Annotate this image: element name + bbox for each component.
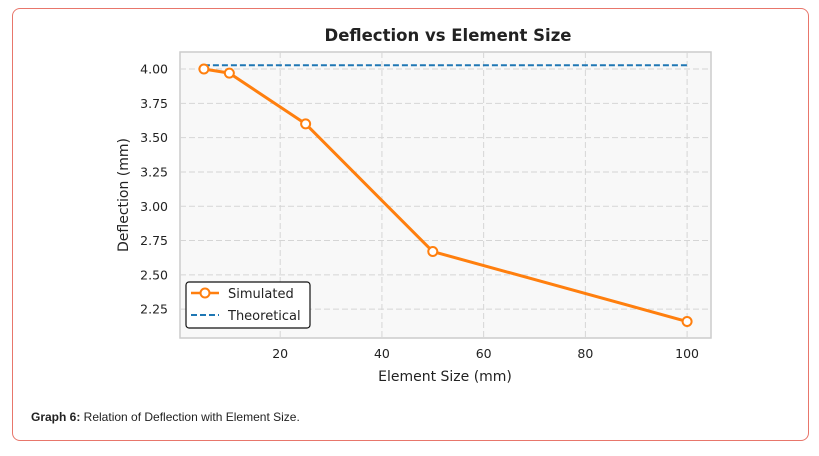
caption-text: Relation of Deflection with Element Size… bbox=[80, 410, 300, 424]
y-tick-label: 2.75 bbox=[140, 233, 168, 248]
y-tick-label: 3.00 bbox=[140, 199, 168, 214]
x-axis-label: Element Size (mm) bbox=[378, 369, 512, 385]
x-tick-label: 100 bbox=[675, 346, 699, 361]
simulated-point bbox=[198, 63, 210, 75]
y-tick-label: 3.75 bbox=[140, 96, 168, 111]
chart-title: Deflection vs Element Size bbox=[325, 26, 572, 45]
y-tick-label: 3.25 bbox=[140, 164, 168, 179]
legend: Simulated Theoretical bbox=[185, 281, 311, 329]
legend-simulated-label: Simulated bbox=[228, 287, 294, 302]
x-tick-label: 20 bbox=[272, 346, 288, 361]
y-axis-label: Deflection (mm) bbox=[116, 138, 132, 252]
y-tick-label: 2.50 bbox=[140, 267, 168, 282]
simulated-point bbox=[300, 118, 312, 130]
x-tick-label: 80 bbox=[577, 346, 593, 361]
y-tick-label: 3.50 bbox=[140, 130, 168, 145]
x-tick-label: 40 bbox=[374, 346, 390, 361]
y-tick-label: 2.25 bbox=[140, 302, 168, 317]
y-tick-label: 4.00 bbox=[140, 62, 168, 77]
simulated-point bbox=[223, 67, 235, 79]
legend-simulated-marker bbox=[199, 287, 211, 299]
legend-theoretical-label: Theoretical bbox=[227, 309, 301, 324]
simulated-point bbox=[681, 316, 693, 328]
figure-caption: Graph 6: Relation of Deflection with Ele… bbox=[31, 410, 300, 424]
figure-card bbox=[12, 8, 809, 441]
caption-label: Graph 6: bbox=[31, 410, 81, 424]
x-tick-label: 60 bbox=[476, 346, 492, 361]
simulated-point bbox=[427, 246, 439, 258]
